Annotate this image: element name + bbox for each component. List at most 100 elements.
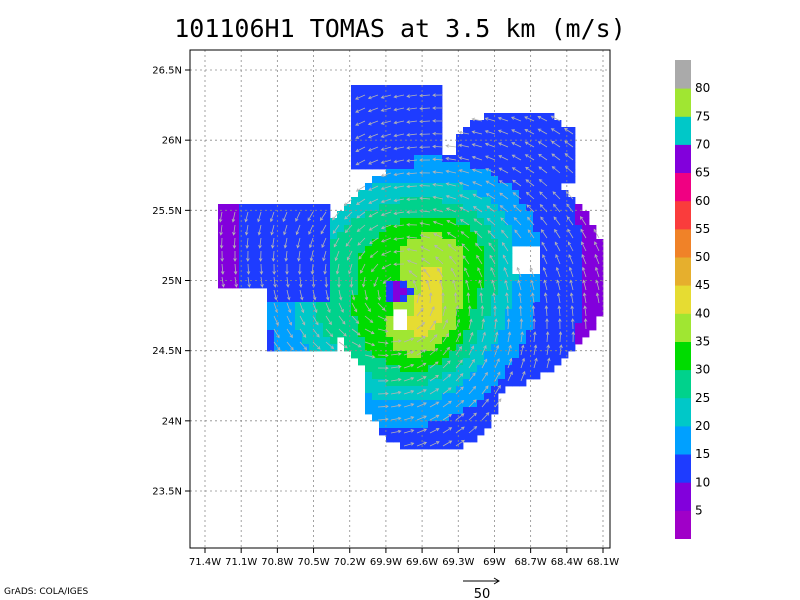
wind-vector: [334, 250, 340, 262]
wind-vector: [468, 412, 477, 421]
speed-cell: [470, 134, 478, 142]
wind-vector: [544, 305, 549, 317]
wind-vector: [416, 335, 426, 343]
speed-cell: [547, 309, 555, 317]
speed-cell: [393, 141, 401, 149]
reference-vector-label: 50: [474, 587, 491, 600]
speed-cell: [456, 316, 464, 324]
speed-cell: [533, 372, 541, 380]
speed-cell: [274, 260, 282, 268]
speed-cell: [253, 218, 261, 226]
speed-cell: [225, 246, 233, 254]
speed-cell: [351, 316, 359, 324]
speed-cell: [414, 141, 422, 149]
wind-vector: [551, 166, 561, 174]
speed-cell: [414, 176, 422, 184]
speed-cell: [463, 225, 471, 233]
speed-cell: [372, 274, 380, 282]
speed-cell: [400, 141, 408, 149]
speed-cell: [379, 239, 387, 247]
speed-cell: [435, 379, 443, 387]
speed-cell: [295, 330, 303, 338]
speed-cell: [463, 211, 471, 219]
wind-vector: [569, 292, 574, 304]
speed-cell: [344, 309, 352, 317]
speed-cell: [344, 204, 352, 212]
speed-cell: [512, 344, 520, 352]
speed-cell: [477, 253, 485, 261]
speed-cell: [281, 211, 289, 219]
speed-cell: [232, 246, 240, 254]
wind-vector: [455, 399, 465, 408]
speed-cell: [540, 155, 548, 163]
speed-cell: [253, 267, 261, 275]
speed-cell: [379, 99, 387, 107]
speed-cell: [477, 190, 485, 198]
speed-cell: [498, 316, 506, 324]
speed-cell: [428, 295, 436, 303]
speed-cell: [435, 358, 443, 366]
speed-cell: [442, 323, 450, 331]
speed-cell: [505, 134, 513, 142]
speed-cell: [358, 239, 366, 247]
speed-cell: [358, 323, 366, 331]
speed-cell: [316, 330, 324, 338]
wind-vector: [526, 204, 535, 213]
speed-cell: [463, 155, 471, 163]
colorbar-swatch: [675, 88, 691, 117]
speed-cell: [400, 386, 408, 394]
speed-cell: [414, 197, 422, 205]
speed-cell: [512, 330, 520, 338]
wind-vector: [432, 183, 444, 187]
wind-vector: [503, 266, 509, 278]
speed-cell: [470, 400, 478, 408]
speed-cell: [526, 197, 534, 205]
wind-vector: [432, 220, 444, 226]
speed-cell: [309, 204, 317, 212]
speed-cell: [505, 309, 513, 317]
speed-cell: [421, 176, 429, 184]
wind-vector: [466, 292, 471, 304]
wind-vector: [473, 218, 483, 226]
speed-cell: [337, 302, 345, 310]
speed-cell: [526, 323, 534, 331]
wind-vector: [324, 276, 329, 288]
speed-cell: [302, 281, 310, 289]
speed-cell: [407, 295, 415, 303]
wind-vector: [507, 357, 513, 369]
speed-cell: [372, 323, 380, 331]
speed-cell: [400, 428, 408, 436]
x-tick-label: 71.1W: [225, 557, 257, 568]
speed-cell: [253, 225, 261, 233]
wind-vector: [416, 415, 427, 421]
speed-cell: [330, 274, 338, 282]
wind-vector: [478, 279, 483, 291]
speed-cell: [442, 414, 450, 422]
speed-cell: [372, 204, 380, 212]
speed-cell: [484, 218, 492, 226]
speed-cell: [449, 344, 457, 352]
speed-cell: [281, 253, 289, 261]
speed-cell: [477, 120, 485, 128]
speed-cell: [225, 211, 233, 219]
wind-vector: [556, 292, 561, 304]
wind-vector: [442, 373, 452, 382]
speed-cell: [400, 127, 408, 135]
speed-cell: [267, 260, 275, 268]
speed-cell: [400, 197, 408, 205]
speed-cell: [288, 274, 296, 282]
speed-cell: [421, 99, 429, 107]
speed-cell: [407, 365, 415, 373]
speed-cell: [561, 211, 569, 219]
speed-cell: [512, 365, 520, 373]
speed-cell: [323, 302, 331, 310]
speed-cell: [407, 211, 415, 219]
speed-cell: [456, 155, 464, 163]
wind-vector: [356, 198, 366, 205]
wind-vector: [564, 165, 574, 174]
speed-cell: [484, 232, 492, 240]
speed-cell: [337, 232, 345, 240]
wind-vector: [580, 228, 587, 239]
speed-cell: [554, 148, 562, 156]
speed-cell: [407, 190, 415, 198]
